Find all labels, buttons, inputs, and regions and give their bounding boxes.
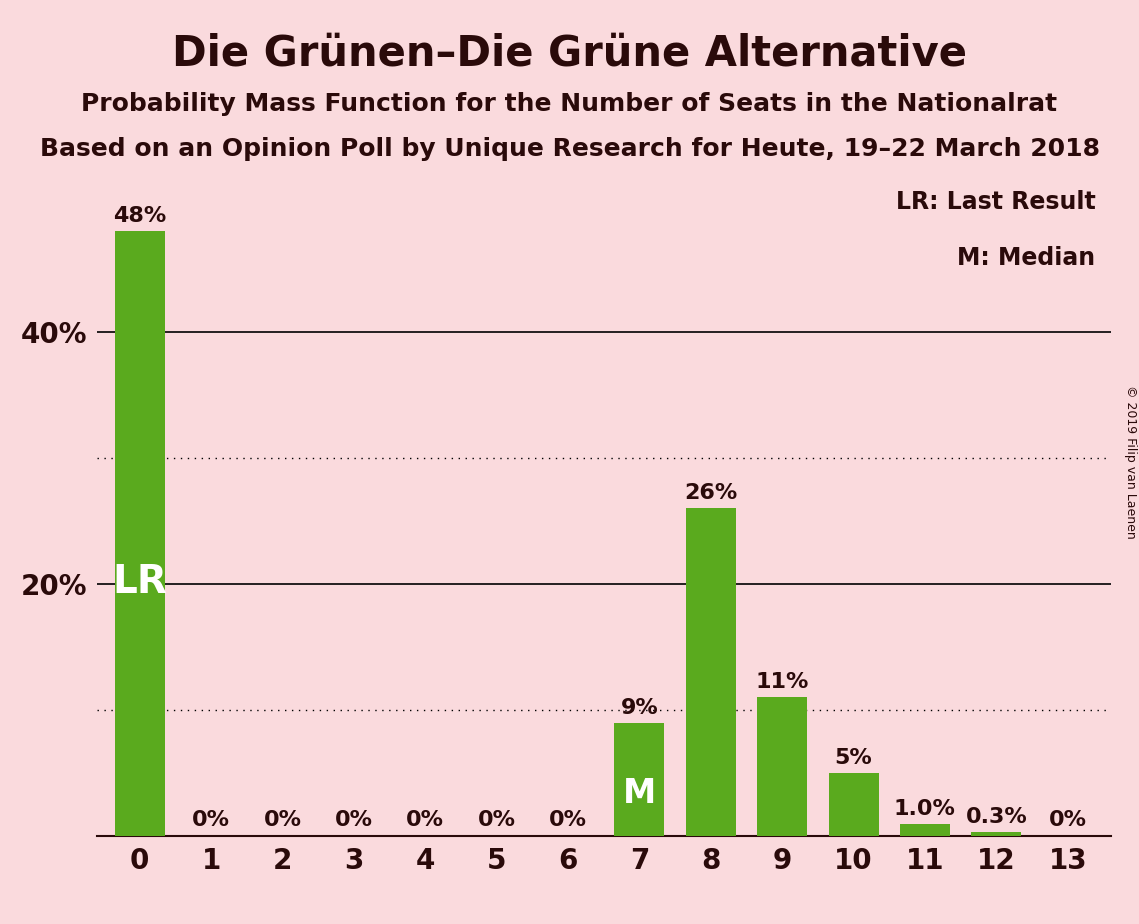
Text: 0%: 0% (1049, 810, 1087, 830)
Bar (115, 231, 165, 836)
Text: M: M (623, 776, 656, 809)
Text: M: Median: M: Median (957, 246, 1096, 270)
Text: 26%: 26% (685, 483, 737, 504)
Text: 0%: 0% (407, 810, 444, 830)
Text: Probability Mass Function for the Number of Seats in the Nationalrat: Probability Mass Function for the Number… (81, 92, 1058, 116)
Bar (900, 823, 950, 836)
Bar (828, 773, 878, 836)
Text: Die Grünen–Die Grüne Alternative: Die Grünen–Die Grüne Alternative (172, 32, 967, 74)
Text: 0%: 0% (477, 810, 516, 830)
Text: 9%: 9% (621, 698, 658, 718)
Text: 0.3%: 0.3% (966, 808, 1027, 827)
Text: 1.0%: 1.0% (894, 798, 956, 819)
Text: 48%: 48% (113, 206, 166, 225)
Text: 5%: 5% (835, 748, 872, 768)
Bar (972, 833, 1022, 836)
Text: 0%: 0% (549, 810, 587, 830)
Text: 0%: 0% (192, 810, 230, 830)
Bar (686, 508, 736, 836)
Text: LR: Last Result: LR: Last Result (895, 190, 1096, 214)
Text: 0%: 0% (335, 810, 372, 830)
Text: © 2019 Filip van Laenen: © 2019 Filip van Laenen (1124, 385, 1137, 539)
Text: Based on an Opinion Poll by Unique Research for Heute, 19–22 March 2018: Based on an Opinion Poll by Unique Resea… (40, 137, 1099, 161)
Text: 11%: 11% (755, 673, 809, 692)
Bar (614, 723, 664, 836)
Text: 0%: 0% (263, 810, 302, 830)
Text: LR: LR (113, 563, 167, 601)
Bar (757, 698, 808, 836)
